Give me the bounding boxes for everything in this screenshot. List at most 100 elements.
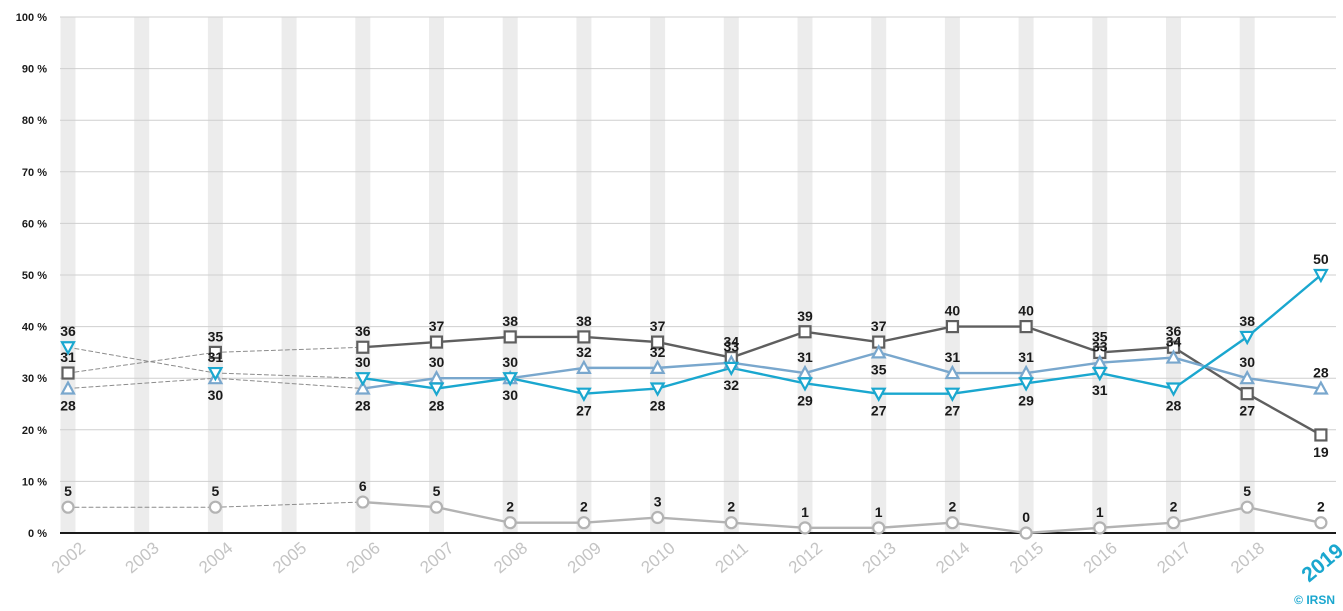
- y-tick-label: 30 %: [22, 373, 47, 385]
- light-grey-circle-point-2017: [1166, 516, 1181, 530]
- dark-grey-square-segment: [1245, 392, 1323, 437]
- x-tick-label: 2016: [1080, 538, 1121, 577]
- cyan-triangle-down-label-2018: 38: [1239, 313, 1255, 329]
- cyan-triangle-down-label-2009: 27: [576, 403, 592, 419]
- light-blue-triangle-up-label-2010: 32: [650, 344, 666, 360]
- y-tick-label: 20 %: [22, 425, 47, 437]
- series-group: [60, 268, 1329, 540]
- x-tick-label: 2008: [490, 538, 531, 577]
- dark-grey-square-segment: [361, 340, 438, 349]
- light-grey-circle-label-2015: 0: [1022, 509, 1030, 525]
- cyan-triangle-down-point-2008: [502, 372, 519, 387]
- dark-grey-square-segment: [1098, 346, 1175, 354]
- y-tick-label: 80 %: [22, 115, 47, 127]
- light-grey-circle-segment: [582, 516, 659, 524]
- light-blue-triangle-up-segment: [1098, 356, 1175, 364]
- light-grey-circle-segment: [214, 501, 364, 508]
- x-tick-label: 2006: [343, 538, 384, 577]
- light-grey-circle-point-2012: [798, 521, 812, 535]
- x-tick-label: 2003: [122, 538, 163, 577]
- cyan-triangle-down-segment: [1098, 371, 1175, 390]
- cyan-triangle-down-segment: [803, 382, 880, 395]
- cyan-triangle-down-segment: [730, 366, 807, 385]
- dark-grey-square-point-2012: [798, 325, 812, 339]
- cyan-triangle-down-label-2014: 27: [945, 403, 961, 419]
- dark-grey-square-segment: [214, 346, 364, 353]
- dark-grey-square-label-2014: 40: [945, 303, 961, 319]
- light-blue-triangle-up-label-2011: 33: [724, 339, 740, 355]
- dark-grey-square-label-2004: 35: [208, 328, 224, 344]
- dark-grey-square-label-2017: 36: [1166, 323, 1182, 339]
- dark-grey-square-point-2002: [61, 366, 75, 380]
- light-blue-triangle-up-segment: [1245, 377, 1323, 390]
- light-grey-circle-label-2016: 1: [1096, 504, 1104, 520]
- light-blue-triangle-up-point-2014: [944, 364, 961, 380]
- x-tick-label: 2002: [48, 538, 89, 577]
- cyan-triangle-down-segment: [582, 387, 659, 395]
- light-grey-circle-label-2006: 6: [359, 478, 367, 494]
- light-grey-circle-segment: [951, 521, 1028, 535]
- dark-grey-square-point-2010: [650, 335, 665, 349]
- cyan-triangle-down-label-2019: 50: [1313, 251, 1329, 267]
- light-blue-triangle-up-label-2002: 28: [60, 398, 76, 414]
- cyan-triangle-down-label-2002: 36: [60, 323, 76, 339]
- light-grey-circle-label-2012: 1: [801, 504, 809, 520]
- cyan-triangle-down-point-2011: [723, 361, 740, 377]
- y-tick-label: 40 %: [22, 322, 47, 334]
- y-tick-label: 100 %: [16, 12, 47, 24]
- dark-grey-square-point-2007: [429, 335, 444, 349]
- light-grey-circle-label-2014: 2: [949, 499, 957, 515]
- cyan-triangle-down-label-2010: 28: [650, 398, 666, 414]
- x-tick-label: 2012: [785, 538, 826, 577]
- x-tick-label: 2004: [195, 538, 236, 577]
- y-axis: 0 % 10 % 20 % 30 % 40 % 50 % 60 % 70 % 80 % 90 % 1…: [16, 12, 47, 540]
- cyan-triangle-down-point-2010: [649, 382, 666, 397]
- dark-grey-square-point-2014: [945, 320, 960, 334]
- light-blue-triangle-up-segment: [730, 361, 807, 375]
- dark-grey-square-point-2008: [503, 330, 517, 344]
- light-grey-circle-point-2008: [503, 516, 517, 530]
- light-grey-circle-segment: [361, 500, 438, 509]
- light-grey-circle-point-2009: [577, 516, 591, 530]
- light-blue-triangle-up-label-2018: 30: [1239, 354, 1255, 370]
- light-grey-circle-label-2013: 1: [875, 504, 883, 520]
- light-grey-circle-segment: [877, 521, 954, 530]
- cyan-triangle-down-point-2002: [60, 341, 76, 356]
- light-blue-triangle-up-segment: [877, 351, 954, 375]
- cyan-triangle-down-label-2015: 29: [1018, 392, 1034, 408]
- cyan-triangle-down-label-2011: 32: [724, 377, 740, 393]
- light-grey-circle-point-2010: [650, 510, 665, 525]
- y-tick-label: 0 %: [28, 528, 47, 540]
- cyan-triangle-down-point-2019: [1313, 268, 1329, 284]
- light-grey-circle-label-2009: 2: [580, 499, 588, 515]
- light-grey-circle-label-2004: 5: [212, 483, 220, 499]
- dark-grey-square-label-2012: 39: [797, 308, 813, 324]
- cyan-triangle-down-segment: [67, 346, 216, 374]
- dark-grey-square-segment: [435, 335, 512, 344]
- x-tick-label: 2009: [564, 538, 605, 577]
- light-blue-triangle-up-label-2016: 33: [1092, 339, 1108, 355]
- light-grey-circle-label-2008: 2: [506, 499, 514, 515]
- x-tick-label: 2010: [637, 538, 678, 577]
- light-blue-triangle-up-point-2013: [870, 344, 887, 359]
- light-blue-triangle-up-segment: [67, 377, 216, 390]
- light-grey-circle-segment: [730, 521, 807, 530]
- cyan-triangle-down-segment: [361, 377, 438, 390]
- cyan-triangle-down-label-2004: 31: [208, 349, 224, 365]
- light-blue-triangle-up-label-2017: 34: [1166, 334, 1182, 350]
- cyan-triangle-down-segment: [214, 372, 364, 379]
- cyan-triangle-down-segment: [509, 377, 586, 395]
- light-blue-triangle-up-segment: [509, 366, 586, 380]
- cyan-triangle-down-point-2018: [1239, 330, 1256, 346]
- light-grey-circle-point-2015: [1019, 526, 1033, 540]
- light-blue-triangle-up-label-2004: 30: [208, 387, 224, 403]
- dark-grey-square-label-2019: 19: [1313, 444, 1329, 460]
- cyan-triangle-down-segment: [435, 377, 512, 390]
- light-grey-circle-point-2019: [1314, 516, 1328, 530]
- cyan-triangle-down-point-2016: [1091, 366, 1108, 382]
- light-grey-circle-point-2004: [208, 500, 222, 514]
- cyan-triangle-down-segment: [1172, 335, 1249, 390]
- dark-grey-square-label-2015: 40: [1018, 303, 1034, 319]
- light-blue-triangle-up-label-2012: 31: [797, 349, 813, 365]
